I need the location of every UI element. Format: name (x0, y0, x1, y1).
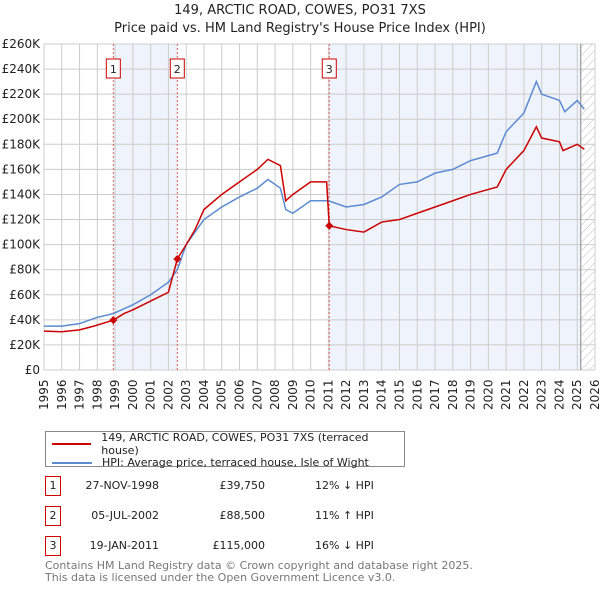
legend: 149, ARCTIC ROAD, COWES, PO31 7XS (terra… (45, 430, 405, 469)
x-tick-label: 2020 (481, 379, 495, 410)
sale-label: 3 (326, 63, 333, 76)
footer-line: Contains HM Land Registry data © Crown c… (45, 559, 473, 572)
forecast-hatch (580, 44, 595, 370)
sale-row: 2 05-JUL-2002 £88,500 11% ↑ HPI (45, 506, 465, 526)
legend-label-hpi: HPI: Average price, terraced house, Isle… (102, 456, 369, 469)
sale-marker: 2 (45, 506, 61, 526)
shaded-region (329, 44, 581, 370)
y-tick-label: £120K (2, 213, 42, 227)
legend-label-property: 149, ARCTIC ROAD, COWES, PO31 7XS (terra… (101, 430, 369, 457)
x-tick-label: 2010 (304, 379, 318, 410)
sale-date: 19-JAN-2011 (89, 539, 159, 552)
sale-label: 2 (174, 63, 181, 76)
sale-point (109, 316, 118, 325)
shaded-region (113, 44, 178, 370)
x-tick-label: 1998 (90, 379, 104, 410)
chart-title: 149, ARCTIC ROAD, COWES, PO31 7XS (174, 3, 426, 18)
x-tick-label: 2023 (535, 379, 549, 410)
x-tick-label: 2021 (499, 379, 513, 410)
sale-marker: 3 (45, 536, 61, 556)
x-tick-label: 2007 (250, 379, 264, 410)
x-tick-label: 2000 (126, 379, 140, 410)
legend-swatch-property (52, 442, 92, 445)
sale-label: 1 (110, 63, 117, 76)
footer: Contains HM Land Registry data © Crown c… (45, 560, 473, 584)
sale-hpi: 11% ↑ HPI (315, 509, 374, 522)
sale-date: 27-NOV-1998 (85, 479, 159, 492)
x-tick-label: 2019 (464, 379, 478, 410)
x-tick-label: 2004 (197, 379, 211, 410)
sale-hpi: 12% ↓ HPI (315, 479, 374, 492)
chart: 1995 1996 1997 1998 1999 2000 2001 2002 2003 2004… (2, 37, 600, 410)
sale-point (325, 221, 334, 230)
x-tick-label: 2009 (286, 379, 300, 410)
x-tick-label: 2015 (392, 379, 406, 410)
x-tick-label: 2026 (588, 379, 600, 410)
sale-price: £115,000 (212, 539, 266, 552)
x-tick-label: 2013 (357, 379, 371, 410)
x-tick-label: 2011 (321, 379, 335, 410)
x-tick-label: 1996 (55, 379, 69, 410)
sale-point (173, 255, 182, 264)
property-line (43, 125, 585, 333)
hpi-line (44, 79, 585, 327)
sale-marker: 1 (45, 476, 61, 496)
x-tick-label: 2025 (570, 379, 584, 410)
sale-label-box (105, 58, 121, 79)
x-tick-label: 2014 (375, 379, 389, 410)
y-tick-label: £200K (2, 112, 42, 126)
sale-price: £88,500 (219, 509, 266, 522)
sale-row: 3 19-JAN-2011 £115,000 16% ↓ HPI (45, 536, 465, 556)
sale-date: 05-JUL-2002 (91, 509, 159, 522)
y-tick-label: £240K (2, 62, 42, 76)
x-tick-label: 2016 (410, 379, 424, 410)
x-tick-label: 1999 (108, 379, 122, 410)
sale-label-box (321, 58, 337, 79)
x-tick-label: 2003 (179, 379, 193, 410)
x-tick-label: 2002 (161, 379, 175, 410)
x-tick-label: 2005 (215, 379, 229, 410)
y-tick-label: £60K (9, 288, 41, 302)
y-tick-label: £260K (2, 37, 42, 51)
sale-hpi: 16% ↓ HPI (315, 539, 374, 552)
y-tick-label: £0 (25, 363, 40, 377)
y-tick-label: £180K (2, 137, 42, 151)
y-tick-label: £40K (9, 313, 41, 327)
x-tick-label: 2001 (144, 379, 158, 410)
sale-row: 1 27-NOV-1998 £39,750 12% ↓ HPI (45, 476, 465, 496)
y-tick-label: £220K (2, 87, 42, 101)
y-tick-label: £160K (2, 162, 42, 176)
y-tick-label: £80K (9, 263, 41, 277)
x-tick-label: 1995 (37, 379, 51, 410)
sale-price: £39,750 (219, 479, 266, 492)
footer-line: This data is licensed under the Open Gov… (45, 571, 396, 584)
y-tick-label: £140K (2, 187, 42, 201)
x-tick-label: 1997 (73, 379, 87, 410)
x-tick-label: 2017 (428, 379, 442, 410)
x-tick-label: 2022 (517, 379, 531, 410)
x-tick-label: 2012 (339, 379, 353, 410)
y-tick-label: £20K (9, 338, 41, 352)
x-tick-label: 2008 (268, 379, 282, 410)
legend-swatch-hpi (52, 461, 92, 464)
sale-label-box (169, 58, 185, 79)
chart-subtitle: Price paid vs. HM Land Registry's House … (114, 21, 486, 36)
x-tick-label: 2006 (233, 379, 247, 410)
x-tick-label: 2024 (552, 379, 566, 410)
x-tick-label: 2018 (446, 379, 460, 410)
y-tick-label: £100K (2, 238, 42, 252)
